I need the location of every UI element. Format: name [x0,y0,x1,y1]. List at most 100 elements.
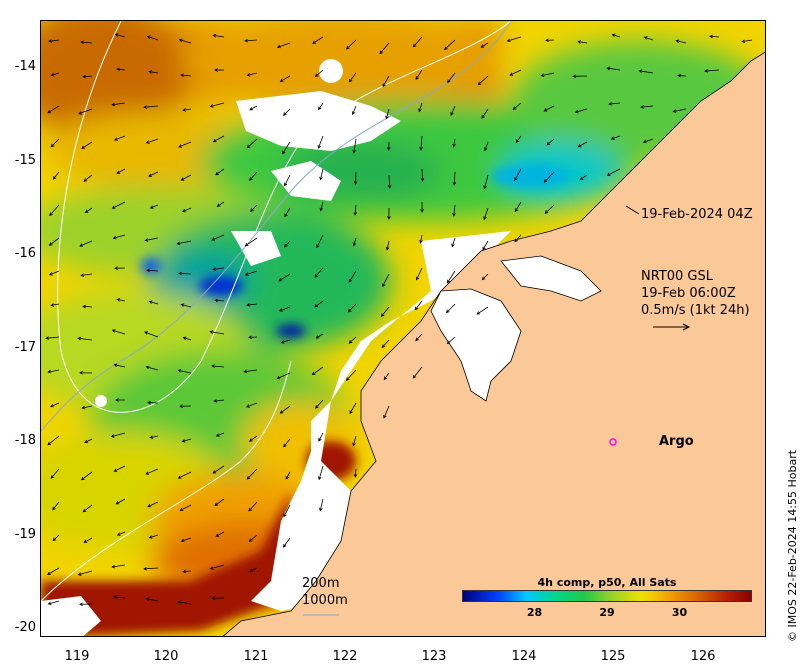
isobath-1000m-label: 1000m [302,593,348,608]
current-vector-arrow [610,135,621,140]
current-vector-arrow [113,363,126,368]
x-tick-label: 125 [600,649,626,664]
current-vector-arrow [450,105,456,116]
y-tick-label: -18 [14,433,36,448]
current-vector-arrow [49,204,60,217]
current-vector-arrow [83,174,93,182]
current-vector-arrow [278,306,291,312]
current-vector-arrow [215,432,225,437]
current-vector-arrow [387,174,392,189]
current-vector-arrow [50,303,60,307]
current-vector-arrow [45,336,60,340]
current-vector-arrow [477,75,489,86]
current-vector-arrow [415,69,423,80]
x-tick-label: 124 [511,649,537,664]
current-vector-arrow [579,174,588,181]
x-tick-label: 126 [690,649,716,664]
x-tick-label: 121 [243,649,269,664]
current-vector-arrow [318,432,324,442]
current-vector-arrow [248,335,258,340]
current-vector-arrow [347,303,357,313]
current-vector-arrow [249,105,258,111]
current-vector-arrow [246,303,258,307]
current-vector-arrow [47,105,60,114]
current-vector-arrow [709,34,720,39]
current-vector-arrow [48,237,60,246]
current-vector-arrow [48,39,60,43]
current-vector-arrow [148,70,159,74]
current-vector-arrow [213,399,225,403]
current-vector-arrow [182,108,192,112]
current-vector-arrow [143,105,159,109]
isobath-1000m [41,21,512,432]
current-vector-arrow [284,174,291,187]
current-scale-label: 0.5m/s (1kt 24h) [641,303,750,318]
current-vector-arrow [180,303,192,308]
current-vector-arrow [82,304,93,309]
current-vector-arrow [514,201,522,213]
current-vector-arrow [146,268,159,273]
current-vector-arrow [47,369,60,374]
current-vector-arrow [83,537,93,543]
current-vector-arrow [414,300,423,311]
current-vector-arrow [243,369,258,374]
current-vector-arrow [318,465,324,481]
argo-label: Argo [659,434,694,449]
current-vector-arrow [181,438,192,443]
current-vector-arrow [215,168,225,176]
current-vector-arrow [80,40,93,45]
current-vector-arrow [248,435,258,442]
current-vector-arrow [280,339,291,344]
current-vector-arrow [385,240,390,251]
current-vector-arrow [180,73,192,78]
current-vector-arrow [352,237,357,247]
current-vector-arrow [113,135,126,141]
x-tick-label: 122 [332,649,358,664]
current-vector-arrow [143,566,159,571]
current-vector-arrow [214,498,225,506]
credit-text: © IMOS 22-Feb-2024 14:55 Hobart [786,449,799,642]
y-tick-label: -15 [14,153,36,168]
current-vector-arrow [481,273,489,281]
current-vector-arrow [145,138,159,144]
current-vector-arrow [484,141,489,152]
current-vector-arrow [181,207,192,213]
current-vector-arrow [515,135,522,144]
isobath-200m-label: 200m [302,576,340,591]
current-vector-arrow [79,371,93,375]
current-vector-arrow [319,168,324,181]
current-vector-arrow [606,66,621,71]
current-vector-arrow [178,141,192,148]
current-vector-arrow [452,204,456,217]
x-tick-label: 119 [64,649,90,664]
current-vector-arrow [572,74,588,79]
current-vector-arrow [381,339,390,349]
current-vector-arrow [387,207,391,220]
current-vector-arrow [312,36,324,44]
current-vector-arrow [214,68,225,72]
current-vector-arrow [216,201,225,207]
current-vector-arrow [50,468,60,479]
current-vector-arrow [244,38,258,43]
current-vector-arrow [415,333,423,342]
current-vector-arrow [543,105,555,112]
current-vector-arrow [544,204,555,214]
current-vector-arrow [545,38,555,43]
current-vector-arrow [144,237,159,242]
current-vector-arrow [212,465,225,474]
current-vector-arrow [77,570,93,576]
satellite-pass-label: 19-Feb-2024 04Z [641,207,753,222]
current-vector-arrow [148,171,159,177]
current-vector-arrow [741,39,753,43]
current-vector-arrow [47,600,60,606]
current-vector-arrow [476,306,489,315]
current-vector-arrow [509,69,522,76]
current-vector-arrow [111,564,126,569]
current-vector-arrow [215,531,225,537]
current-vector-arrow [283,504,291,518]
current-vector-arrow [179,404,192,408]
current-vector-arrow [351,105,357,116]
current-vector-arrow [84,438,93,444]
current-vector-arrow [314,300,324,308]
current-vector-arrow [276,372,291,380]
